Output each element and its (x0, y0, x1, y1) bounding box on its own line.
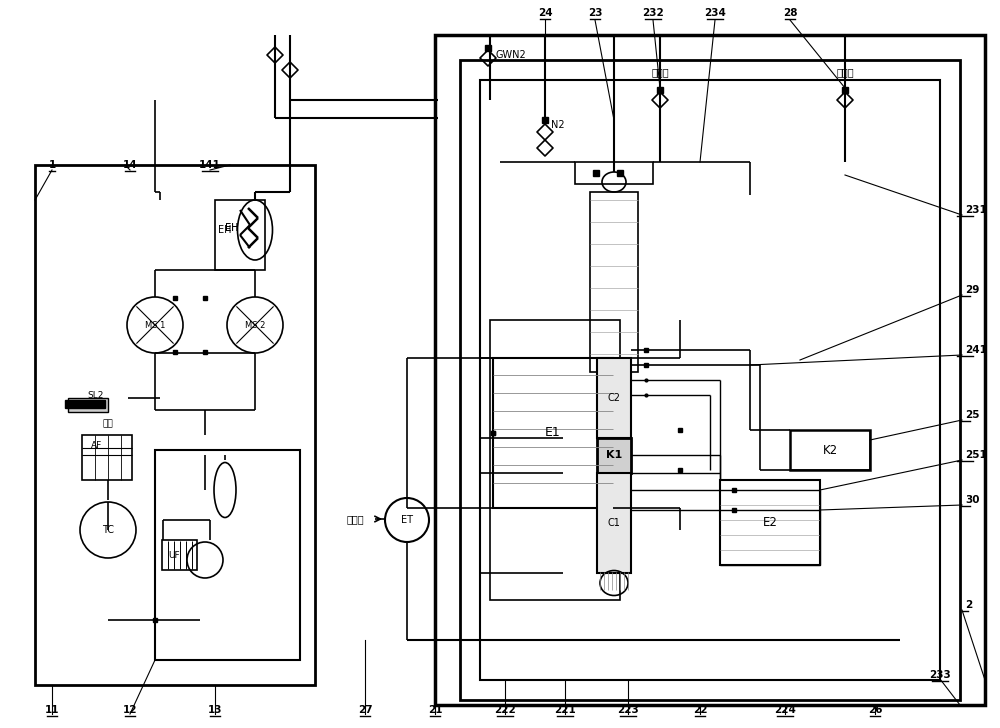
Text: 24: 24 (538, 8, 552, 18)
Bar (155, 450, 300, 660)
Text: N2: N2 (551, 120, 565, 130)
Text: 251: 251 (965, 450, 987, 460)
Bar (82, 435, 132, 480)
Bar (490, 320, 620, 600)
Bar (68, 398, 108, 412)
Text: K2: K2 (822, 443, 838, 456)
Text: 13: 13 (208, 705, 222, 715)
Text: 不凝气: 不凝气 (651, 67, 669, 77)
Text: GWN2: GWN2 (495, 50, 526, 60)
Text: TC: TC (102, 525, 114, 535)
Text: 22: 22 (693, 705, 707, 715)
Text: 23: 23 (588, 8, 602, 18)
Text: ET: ET (401, 515, 413, 525)
Text: 1: 1 (48, 160, 56, 170)
Text: 14: 14 (123, 160, 137, 170)
Bar (597, 473, 631, 573)
Text: 2: 2 (965, 600, 972, 610)
Text: 不凝气: 不凝气 (836, 67, 854, 77)
Bar (597, 438, 631, 473)
Text: 29: 29 (965, 285, 979, 295)
Text: 233: 233 (929, 670, 951, 680)
Text: K1: K1 (606, 450, 622, 460)
Text: 28: 28 (783, 8, 797, 18)
Text: 21: 21 (428, 705, 442, 715)
Text: 27: 27 (358, 705, 372, 715)
Bar (435, 35, 985, 705)
Text: 空气: 空气 (103, 419, 113, 429)
Bar (162, 540, 197, 570)
Text: UF: UF (168, 550, 180, 560)
Text: 232: 232 (642, 8, 664, 18)
Text: AF: AF (91, 440, 102, 449)
Bar (575, 162, 653, 184)
Bar (493, 358, 613, 508)
Text: 231: 231 (965, 205, 987, 215)
Text: SL2: SL2 (87, 390, 103, 400)
Text: E2: E2 (763, 515, 777, 529)
Text: 224: 224 (774, 705, 796, 715)
Text: 26: 26 (868, 705, 882, 715)
Text: 空气进: 空气进 (346, 514, 364, 524)
Text: E1: E1 (545, 427, 561, 440)
Text: EH: EH (225, 223, 239, 233)
Text: EH: EH (218, 225, 232, 235)
Text: 30: 30 (965, 495, 980, 505)
Text: 222: 222 (494, 705, 516, 715)
Text: 221: 221 (554, 705, 576, 715)
Bar (720, 480, 820, 565)
Bar (215, 200, 265, 270)
Bar (480, 80, 940, 680)
Bar (35, 165, 315, 685)
Text: 11: 11 (45, 705, 59, 715)
Text: MS 2: MS 2 (245, 320, 265, 330)
Text: 234: 234 (704, 8, 726, 18)
Text: 141: 141 (199, 160, 221, 170)
Text: 241: 241 (965, 345, 987, 355)
Text: EH: EH (225, 223, 239, 233)
Bar (590, 192, 638, 372)
Bar (460, 60, 960, 700)
Text: C1: C1 (608, 518, 620, 528)
Text: 12: 12 (123, 705, 137, 715)
Polygon shape (65, 400, 105, 408)
Text: 25: 25 (965, 410, 980, 420)
Bar (790, 430, 870, 470)
Text: 223: 223 (617, 705, 639, 715)
Bar (597, 358, 631, 438)
Text: MS 1: MS 1 (145, 320, 165, 330)
Text: C2: C2 (608, 393, 620, 403)
